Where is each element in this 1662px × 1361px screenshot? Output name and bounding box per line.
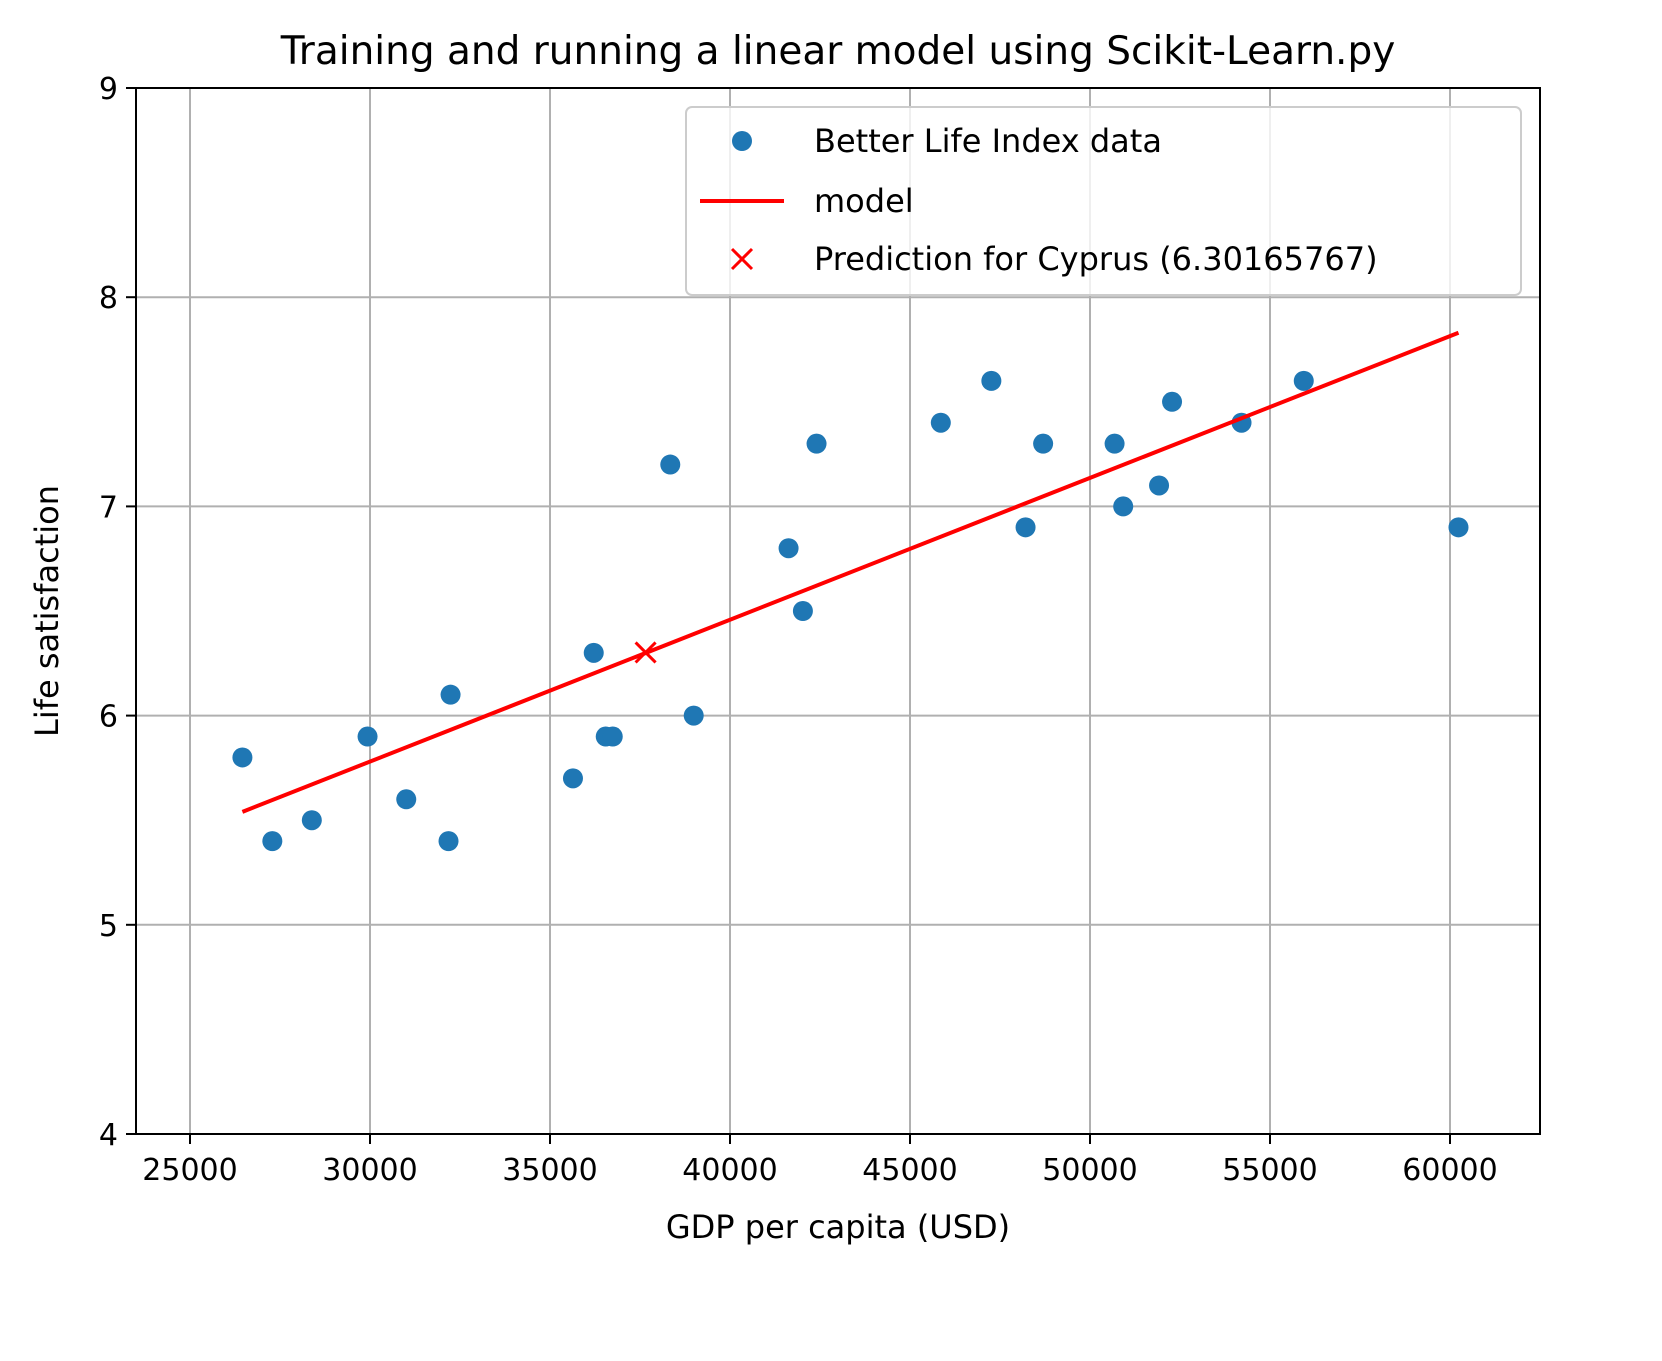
y-tick-label: 9 xyxy=(99,72,118,107)
data-point xyxy=(1104,433,1125,454)
data-point xyxy=(1293,370,1314,391)
legend-marker-data xyxy=(732,131,752,151)
data-point xyxy=(981,370,1002,391)
legend-label-model: model xyxy=(814,182,914,220)
data-point xyxy=(660,454,681,475)
data-point xyxy=(602,726,623,747)
legend-label-prediction: Prediction for Cyprus (6.30165767) xyxy=(814,240,1378,278)
data-point xyxy=(583,642,604,663)
prediction-marker xyxy=(634,641,657,664)
plot-data xyxy=(232,330,1469,852)
data-point xyxy=(1162,391,1183,412)
y-tick-label: 8 xyxy=(99,281,118,316)
x-tick-label: 55000 xyxy=(1222,1153,1317,1188)
x-tick-label: 40000 xyxy=(682,1153,777,1188)
x-tick-label: 30000 xyxy=(322,1153,417,1188)
data-point xyxy=(930,412,951,433)
prediction-marker-stroke xyxy=(634,641,657,664)
x-tick-label: 50000 xyxy=(1042,1153,1137,1188)
data-point xyxy=(440,684,461,705)
y-tick-label: 6 xyxy=(99,700,118,735)
x-tick-label: 60000 xyxy=(1402,1153,1497,1188)
data-point xyxy=(1015,517,1036,538)
y-tick-label: 7 xyxy=(99,490,118,525)
data-point xyxy=(562,768,583,789)
legend-box xyxy=(685,106,1522,296)
data-point xyxy=(438,831,459,852)
model-line xyxy=(241,330,1460,814)
axes-frame xyxy=(135,87,1541,1135)
data-point xyxy=(683,705,704,726)
legend-marker-prediction xyxy=(730,247,754,271)
data-point xyxy=(792,601,813,621)
ticks: 25000 30000 35000 40000 45000 50000 55000 60000… xyxy=(99,72,1498,1188)
data-point xyxy=(357,726,378,747)
x-tick-label: 25000 xyxy=(142,1153,237,1188)
chart-title: Training and running a linear model usin… xyxy=(280,29,1396,74)
data-point xyxy=(301,810,322,831)
y-axis-label: Life satisfaction xyxy=(28,485,66,737)
y-tick-label: 4 xyxy=(99,1118,118,1153)
x-tick-label: 35000 xyxy=(502,1153,597,1188)
data-point xyxy=(1448,517,1469,538)
legend-marker-prediction-stroke xyxy=(730,247,754,271)
legend-label-data: Better Life Index data xyxy=(814,122,1162,160)
data-point xyxy=(1033,433,1054,454)
data-point xyxy=(262,831,283,852)
data-point xyxy=(1113,496,1134,517)
data-point xyxy=(396,789,417,810)
data-point xyxy=(778,538,799,559)
legend: Better Life Index data model Prediction … xyxy=(685,106,1522,296)
data-point xyxy=(806,433,827,454)
data-point xyxy=(1149,475,1170,496)
y-tick-label: 5 xyxy=(99,909,118,944)
x-tick-label: 45000 xyxy=(862,1153,957,1188)
x-axis-label: GDP per capita (USD) xyxy=(666,1208,1010,1246)
data-point xyxy=(232,747,253,768)
